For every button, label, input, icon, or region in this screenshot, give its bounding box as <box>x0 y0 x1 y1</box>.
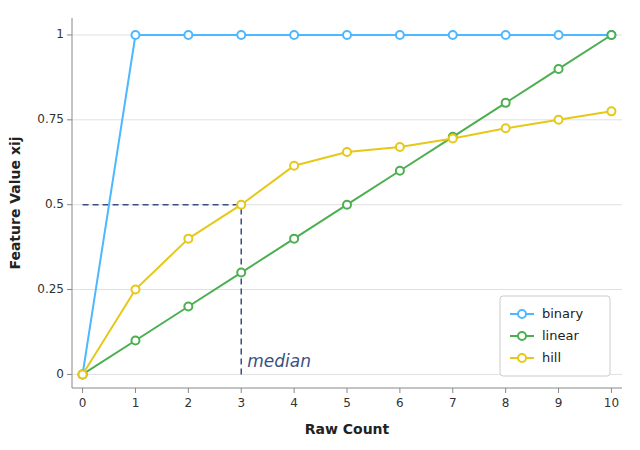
series-marker <box>290 235 298 243</box>
x-tick <box>611 388 612 393</box>
x-tick-label: 1 <box>132 396 140 410</box>
legend-frame <box>500 296 610 376</box>
y-tick <box>67 289 72 290</box>
series-marker <box>131 286 139 294</box>
y-tick <box>67 119 72 120</box>
x-tick-label: 10 <box>604 396 619 410</box>
x-tick-label: 7 <box>449 396 457 410</box>
series-marker <box>555 31 563 39</box>
x-tick <box>452 388 453 393</box>
x-tick-label: 9 <box>555 396 563 410</box>
x-tick <box>135 388 136 393</box>
y-tick-label: 0 <box>56 367 64 381</box>
annotation-label: median <box>247 351 311 371</box>
series-marker <box>237 201 245 209</box>
series-marker <box>237 31 245 39</box>
y-tick-label: 1 <box>56 27 64 41</box>
legend-marker <box>518 332 526 340</box>
series-marker <box>79 370 87 378</box>
x-tick <box>399 388 400 393</box>
series-marker <box>79 370 87 378</box>
x-tick <box>188 388 189 393</box>
y-tick-label: 0.75 <box>37 112 64 126</box>
series-marker <box>131 336 139 344</box>
x-tick-label: 4 <box>290 396 298 410</box>
y-grid-line <box>72 289 622 290</box>
series-marker <box>555 65 563 73</box>
series-marker <box>396 167 404 175</box>
series-marker <box>555 116 563 124</box>
annotation-v-line <box>240 205 242 375</box>
x-axis-label: Raw Count <box>305 421 390 437</box>
series-marker <box>502 124 510 132</box>
x-tick <box>294 388 295 393</box>
y-axis-line <box>72 18 73 388</box>
series-marker <box>184 31 192 39</box>
x-axis-line <box>72 388 622 389</box>
x-tick <box>347 388 348 393</box>
series-marker <box>184 303 192 311</box>
series-marker <box>607 31 615 39</box>
series-marker <box>79 370 87 378</box>
legend-marker <box>518 354 526 362</box>
series-marker <box>502 99 510 107</box>
x-tick <box>558 388 559 393</box>
y-tick-label: 0.25 <box>37 282 64 296</box>
y-tick-label: 0.5 <box>45 197 64 211</box>
x-tick-label: 5 <box>343 396 351 410</box>
annotation-h-line <box>83 204 242 206</box>
legend-label: binary <box>542 306 583 321</box>
x-tick-label: 6 <box>396 396 404 410</box>
series-marker <box>449 135 457 143</box>
legend: binary linear hill <box>500 296 610 376</box>
x-tick-label: 0 <box>79 396 87 410</box>
series-marker <box>607 107 615 115</box>
y-tick <box>67 374 72 375</box>
plot-area <box>79 31 616 378</box>
legend-label: hill <box>542 350 561 365</box>
series-marker <box>184 235 192 243</box>
x-tick-label: 2 <box>185 396 193 410</box>
series-marker <box>290 31 298 39</box>
legend-marker <box>518 310 526 318</box>
x-tick-label: 8 <box>502 396 510 410</box>
series-marker <box>343 148 351 156</box>
series-marker <box>396 31 404 39</box>
x-tick <box>241 388 242 393</box>
series-marker <box>607 31 615 39</box>
series-marker <box>343 201 351 209</box>
series-marker <box>290 162 298 170</box>
series-marker <box>237 269 245 277</box>
chart: 00.250.50.751012345678910Raw CountFeatur… <box>0 0 640 450</box>
legend-label: linear <box>542 328 579 343</box>
y-axis-label: Feature Value xij <box>7 136 23 269</box>
x-tick <box>82 388 83 393</box>
y-tick <box>67 34 72 35</box>
y-tick <box>67 204 72 205</box>
series-marker <box>131 31 139 39</box>
series-marker <box>449 31 457 39</box>
series-marker <box>343 31 351 39</box>
x-tick-label: 3 <box>237 396 245 410</box>
y-grid-line <box>72 119 622 120</box>
x-tick <box>505 388 506 393</box>
series-marker <box>396 143 404 151</box>
series-marker <box>502 31 510 39</box>
